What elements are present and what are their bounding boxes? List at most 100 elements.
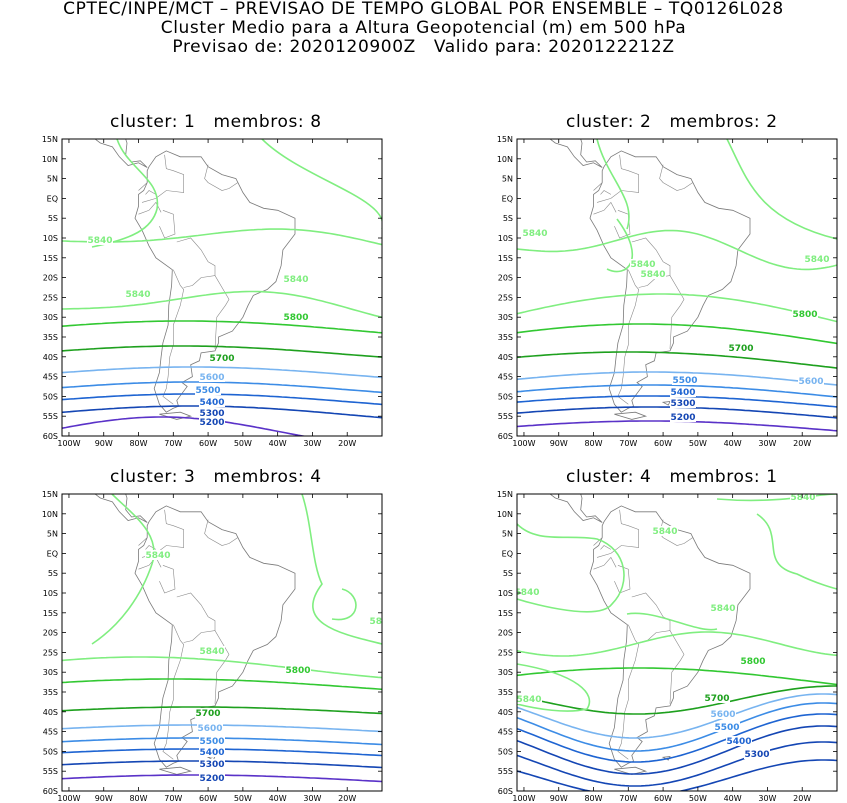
island-outline <box>159 766 193 775</box>
map-svg: 5840584058405840580057005600550054005300… <box>497 135 838 448</box>
country-border <box>600 190 612 195</box>
lat-tick-label: 25S <box>43 293 58 302</box>
lon-tick-label: 40W <box>269 439 287 448</box>
contour-label-bg <box>670 412 696 422</box>
contour-line <box>517 293 837 323</box>
lon-tick-label: 80W <box>584 794 602 803</box>
contour-label-bg <box>798 376 824 386</box>
contour-line <box>91 139 159 248</box>
central-america-outline <box>549 494 603 523</box>
lon-tick-label: 90W <box>550 794 568 803</box>
contour-label-bg <box>199 736 225 746</box>
contour-label: 5400 <box>670 388 695 398</box>
contour-label-bg <box>517 587 540 597</box>
lat-tick-label: 20S <box>498 274 513 283</box>
contour-label-bg <box>283 312 309 322</box>
lat-tick-label: 5S <box>48 569 58 578</box>
lon-tick-label: 30W <box>758 794 776 803</box>
header-line-1: CPTEC/INPE/MCT – PREVISAO DE TEMPO GLOBA… <box>63 0 784 19</box>
header-line-3: Previsao de: 2020120900Z Valido para: 20… <box>172 37 675 57</box>
contour-label: 5600 <box>199 373 224 383</box>
lon-tick-label: 90W <box>95 794 113 803</box>
country-border <box>593 201 617 215</box>
lat-tick-label: 25S <box>498 293 513 302</box>
lat-tick-label: 15S <box>43 254 58 263</box>
map-frame <box>516 493 838 792</box>
contour-label-bg <box>744 749 770 759</box>
contour-label: 5840 <box>516 695 541 705</box>
country-border <box>614 210 631 239</box>
lat-tick-label: 15N <box>497 135 513 144</box>
contour-label-bg <box>792 309 818 319</box>
lat-tick-label: 10S <box>43 234 58 243</box>
contour-label-bg <box>704 693 730 703</box>
country-border <box>159 565 176 594</box>
lon-tick-label: 60W <box>654 794 672 803</box>
lat-tick-label: 10N <box>497 155 513 164</box>
country-border <box>596 154 639 203</box>
lat-tick-label: 10N <box>42 155 58 164</box>
lat-tick-label: 55S <box>498 767 513 776</box>
contour-line <box>517 523 625 613</box>
contour-label-bg <box>522 228 548 238</box>
contour-line <box>517 685 837 715</box>
lon-tick-label: 70W <box>619 439 637 448</box>
lat-tick-label: 55S <box>43 412 58 421</box>
island-outline <box>614 411 648 420</box>
contour-label-bg <box>517 694 542 704</box>
country-border <box>138 201 162 215</box>
contour-line <box>62 381 382 394</box>
map-panel-1: cluster: 1 membros: 8 5840 5840 5840 5800 570… <box>0 0 392 448</box>
lon-tick-label: 30W <box>758 439 776 448</box>
lon-tick-label: 20W <box>338 439 356 448</box>
contour-line <box>91 494 155 645</box>
lon-tick-label: 30W <box>303 794 321 803</box>
contour-label: 5300 <box>670 399 695 409</box>
lat-tick-label: 50S <box>498 747 513 756</box>
lat-tick-label: 50S <box>43 392 58 401</box>
axis-labels: 15N 10N 5N EQ 5S 10S 15S 20S 25S 30S 35S 40S 45S 50S 5… <box>497 490 812 803</box>
lat-tick-label: 30S <box>498 313 513 322</box>
lat-tick-label: 5S <box>48 214 58 223</box>
lat-tick-label: 30S <box>43 313 58 322</box>
contour-label-bg <box>199 759 225 769</box>
contour-label-bg <box>285 665 311 675</box>
map-panel-3: cluster: 3 membros: 4 5840 5840 5840 5800 570… <box>0 355 392 803</box>
country-borders <box>593 154 693 405</box>
contour-line <box>716 494 837 502</box>
contour-line <box>62 320 382 334</box>
contour-label: 5700 <box>209 354 234 364</box>
lon-tick-label: 40W <box>724 794 742 803</box>
lon-tick-label: 90W <box>95 439 113 448</box>
contour-line <box>756 513 837 590</box>
country-border <box>159 210 176 239</box>
axis-labels: 15N 10N 5N EQ 5S 10S 15S 20S 25S 30S 35S 40S 45S 50S 5… <box>497 135 812 448</box>
contour-line <box>62 393 382 406</box>
contour-label-bg <box>199 747 225 757</box>
contour-label: 5600 <box>710 710 735 720</box>
lat-tick-label: 10N <box>497 510 513 519</box>
contour-label: 5840 <box>145 551 170 561</box>
contour-label: 5840 <box>125 290 150 300</box>
country-border <box>204 519 238 546</box>
lat-tick-label: 55S <box>43 767 58 776</box>
contour-label-bg <box>670 398 696 408</box>
contour-label-bg <box>125 289 151 299</box>
country-border <box>183 275 230 349</box>
contour-line <box>62 656 382 679</box>
contour-label-bg <box>714 722 740 732</box>
contour-label: 5200 <box>199 774 224 784</box>
contour-label-bg <box>804 254 830 264</box>
lon-tick-label: 40W <box>724 439 742 448</box>
panel-title: cluster: 2 membros: 2 <box>566 112 778 132</box>
lon-tick-label: 80W <box>584 439 602 448</box>
contour-label-bg <box>199 372 225 382</box>
contour-line <box>517 667 837 686</box>
lat-tick-label: 35S <box>498 333 513 342</box>
contour-label: 5840 <box>522 229 547 239</box>
country-border <box>593 537 603 546</box>
contour-label: 5300 <box>199 409 224 419</box>
lat-tick-label: 5N <box>47 175 58 184</box>
contour-label: 5400 <box>199 748 224 758</box>
